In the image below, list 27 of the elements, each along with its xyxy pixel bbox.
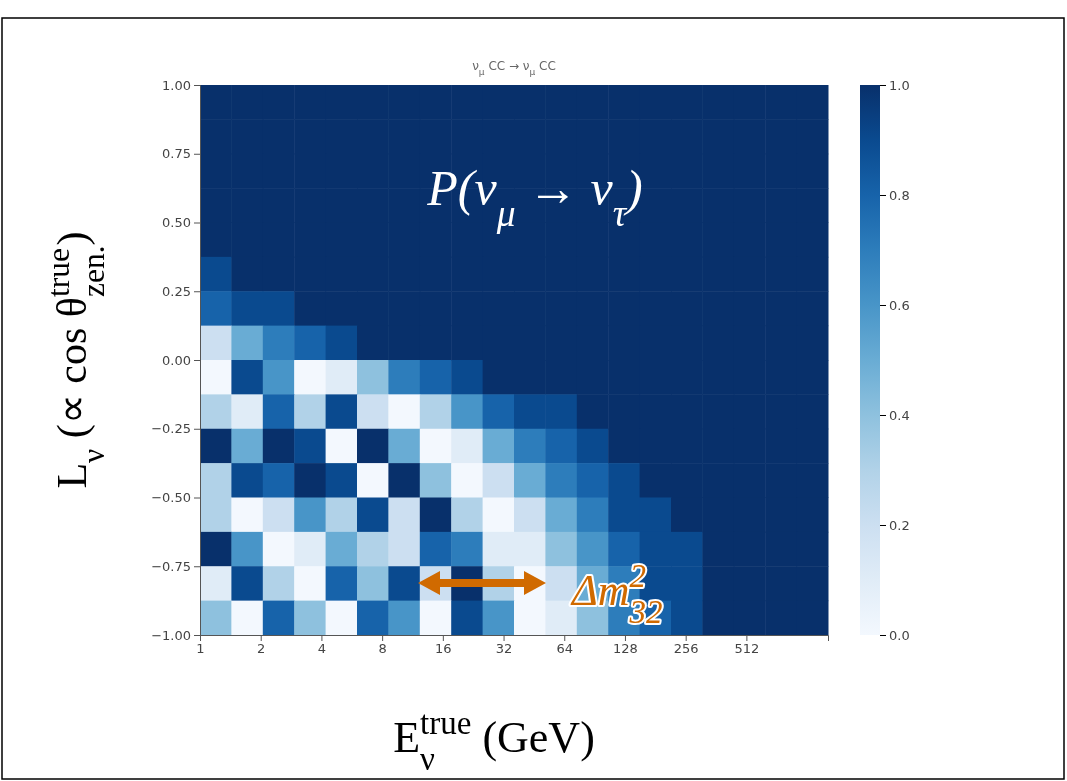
y-tick-label: 0.25 — [162, 283, 191, 299]
y-tick-label: 0.75 — [162, 146, 191, 162]
x-tick-label: 512 — [734, 641, 760, 657]
x-tick-label: 4 — [317, 641, 327, 657]
y-tick-label: −0.75 — [151, 558, 191, 574]
x-tick-label: 8 — [378, 641, 387, 657]
color-bar-label: 1.0 — [889, 77, 910, 93]
annotation: P(ν$_{μ}$ → ν$_{τ}$) — [426, 160, 643, 234]
y-tick-label: 0.00 — [162, 352, 191, 368]
x-tick-label: 16 — [435, 641, 452, 657]
x-tick-label: 64 — [556, 641, 574, 657]
y-tick-label: −0.25 — [151, 421, 191, 437]
color-bar-label: 0.8 — [889, 187, 910, 203]
y-tick-label: −0.50 — [151, 490, 191, 506]
color-bar-label: 0.6 — [889, 297, 910, 313]
chart-title: ν$_{μ}$ CC → ν$_{μ}$ CC — [472, 59, 556, 77]
color-bar-label: 0.0 — [889, 627, 910, 643]
color-bar-label: 0.2 — [889, 517, 910, 533]
x-tick-label: 32 — [495, 641, 513, 657]
y-tick-label: 1.00 — [162, 77, 191, 93]
x-tick-label: 128 — [613, 641, 638, 657]
x-tick-label: 256 — [673, 641, 699, 657]
x-tick-label: 2 — [257, 641, 266, 657]
x-tick-label: 1 — [196, 641, 205, 657]
y-tick-label: 0.50 — [162, 215, 191, 231]
y-tick-label: −1.00 — [151, 627, 191, 643]
color-bar-label: 0.4 — [889, 407, 910, 423]
